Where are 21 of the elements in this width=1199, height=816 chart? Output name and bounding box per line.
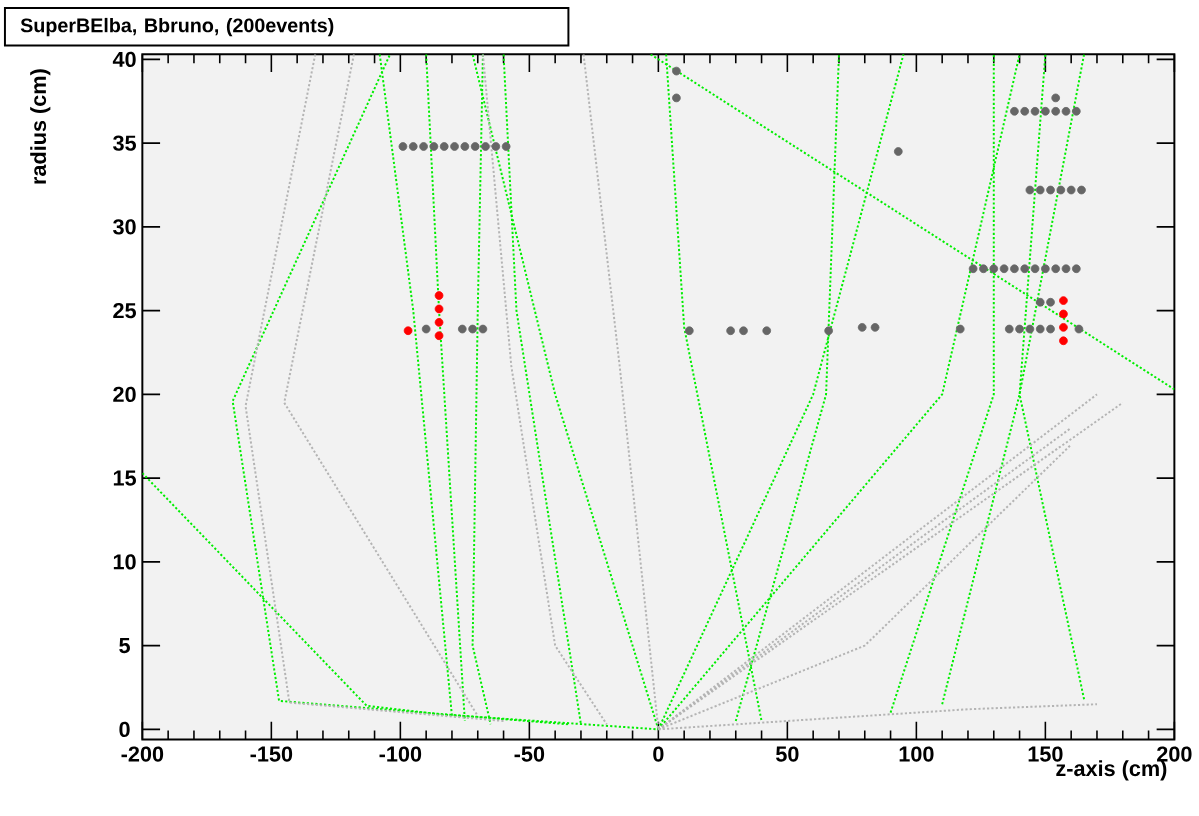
y-tick-label: 10 [113,554,136,570]
y-tick-label: 40 [112,51,136,68]
y-tick-label: 15 [113,470,136,486]
x-axis-title: z-axis (cm) [1056,760,1167,781]
chart-title: SuperBElba, Bbruno, (200events) [20,18,334,37]
x-tick-label: 200 [1157,746,1192,762]
x-tick-label: -100 [379,746,422,762]
x-tick-label: -150 [250,746,293,762]
y-tick-label: 25 [113,303,136,319]
y-tick-label: 20 [113,386,136,403]
y-tick-label: 35 [113,135,136,152]
x-tick-label: 50 [776,746,799,762]
x-tick-label: -50 [514,746,545,762]
y-tick-label: 30 [113,219,136,235]
x-tick-label: 100 [899,746,934,762]
y-tick-label: 0 [119,721,130,738]
x-tick-label: 0 [653,746,664,762]
x-tick-label: -200 [121,746,164,762]
y-axis-title: radius (cm) [30,69,51,184]
y-tick-label: 5 [119,638,130,654]
x-tick-label: 150 [1028,746,1063,762]
